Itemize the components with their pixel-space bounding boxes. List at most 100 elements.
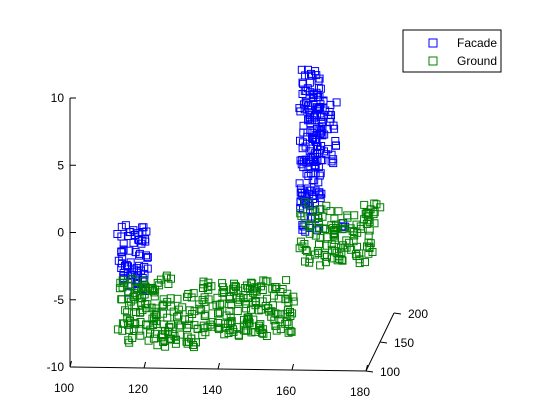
ground-point bbox=[282, 276, 291, 285]
facade-point bbox=[314, 105, 323, 113]
ground-point bbox=[231, 281, 240, 290]
facade-point bbox=[313, 143, 322, 152]
ground-point bbox=[369, 210, 378, 219]
ground-point bbox=[226, 295, 234, 304]
ground-point bbox=[350, 211, 359, 220]
ground-point bbox=[214, 325, 223, 334]
ground-point bbox=[188, 310, 197, 318]
ground-point bbox=[247, 278, 256, 287]
ground-point bbox=[284, 298, 293, 307]
facade-point bbox=[314, 76, 323, 85]
facade-point bbox=[143, 253, 152, 262]
ground-point bbox=[334, 207, 343, 216]
ground-point bbox=[272, 326, 281, 335]
facade-point bbox=[306, 186, 315, 195]
facade-point bbox=[132, 264, 141, 273]
facade-point bbox=[138, 223, 147, 232]
ground-point bbox=[311, 250, 320, 259]
ground-point bbox=[271, 285, 280, 294]
ground-point bbox=[242, 304, 251, 313]
marks-layer bbox=[113, 65, 385, 352]
facade-point bbox=[326, 100, 335, 109]
facade-point bbox=[312, 138, 320, 146]
ground-point bbox=[361, 209, 370, 218]
facade-point bbox=[298, 138, 307, 147]
x-tick-label: 120 bbox=[128, 382, 148, 396]
ground-point bbox=[330, 226, 339, 234]
ground-point bbox=[128, 274, 137, 283]
ground-point bbox=[203, 282, 212, 291]
ground-point bbox=[281, 319, 290, 328]
ground-point bbox=[284, 328, 293, 337]
legend-label-ground: Ground bbox=[457, 54, 497, 68]
facade-point bbox=[306, 157, 315, 166]
ground-point bbox=[364, 238, 373, 247]
ground-point bbox=[296, 237, 305, 246]
facade-point bbox=[137, 239, 146, 248]
facade-point bbox=[315, 171, 324, 180]
ground-point bbox=[311, 231, 320, 240]
ground-point bbox=[322, 233, 331, 242]
ground-point bbox=[256, 320, 265, 329]
ground-point bbox=[370, 208, 379, 217]
ground-point bbox=[185, 314, 194, 323]
ground-point bbox=[289, 297, 298, 306]
y-tick-label: 100 bbox=[380, 365, 400, 379]
ground-point bbox=[252, 297, 261, 306]
ground-point bbox=[150, 316, 159, 325]
facade-point bbox=[324, 110, 333, 119]
ground-point bbox=[262, 332, 271, 340]
ground-point bbox=[184, 290, 193, 298]
ground-point bbox=[160, 337, 169, 345]
facade-point bbox=[320, 147, 328, 156]
ground-point bbox=[305, 254, 314, 263]
facade-point bbox=[309, 113, 318, 122]
ground-point bbox=[203, 322, 212, 331]
facade-point bbox=[306, 126, 315, 135]
facade-point bbox=[332, 141, 340, 150]
ground-point bbox=[242, 281, 251, 290]
facade-point bbox=[143, 264, 152, 273]
ground-point bbox=[365, 217, 374, 226]
facade-point bbox=[327, 157, 336, 166]
z-tick-label: 10 bbox=[51, 91, 65, 105]
ground-point bbox=[340, 243, 349, 252]
ground-point bbox=[200, 312, 209, 320]
ground-point bbox=[259, 276, 268, 285]
facade-point bbox=[131, 248, 140, 257]
facade-point bbox=[138, 236, 147, 245]
ground-point bbox=[219, 283, 228, 292]
facade-point bbox=[135, 261, 144, 270]
ground-point bbox=[370, 199, 379, 208]
ground-point bbox=[348, 226, 357, 235]
facade-point bbox=[307, 153, 316, 161]
ground-point bbox=[297, 212, 306, 221]
ground-point bbox=[116, 278, 125, 287]
facade-point bbox=[125, 246, 134, 255]
ground-point bbox=[350, 228, 359, 236]
ground-point bbox=[242, 299, 251, 308]
ground-point bbox=[274, 294, 283, 303]
ground-point bbox=[330, 235, 339, 244]
ground-point bbox=[330, 214, 339, 223]
ground-point bbox=[296, 209, 305, 218]
x-tick-mark bbox=[69, 360, 72, 368]
facade-point bbox=[311, 169, 320, 178]
facade-point bbox=[118, 252, 127, 261]
ground-point bbox=[225, 307, 234, 315]
ground-point bbox=[191, 338, 200, 347]
ground-point bbox=[277, 310, 286, 319]
ground-point bbox=[316, 261, 325, 270]
z-tick-label: -10 bbox=[47, 360, 65, 374]
ground-point bbox=[173, 312, 181, 321]
legend-box bbox=[402, 29, 502, 73]
ground-point bbox=[201, 310, 210, 319]
ground-point bbox=[225, 292, 234, 301]
ground-point bbox=[214, 319, 223, 327]
ground-point bbox=[338, 225, 347, 234]
x-tick-mark bbox=[365, 364, 368, 372]
facade-point bbox=[311, 67, 320, 76]
facade-point bbox=[121, 262, 129, 270]
ground-point bbox=[343, 211, 352, 220]
y-tick-label: 150 bbox=[394, 336, 414, 350]
